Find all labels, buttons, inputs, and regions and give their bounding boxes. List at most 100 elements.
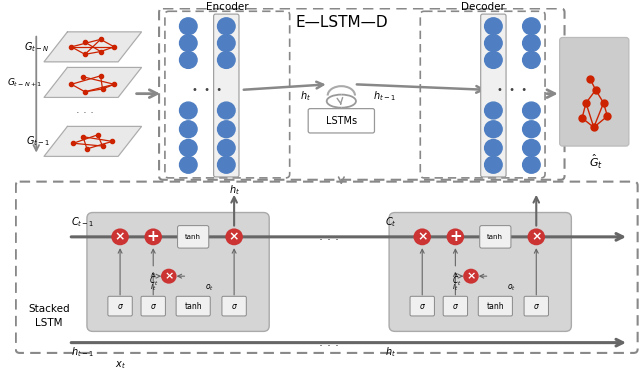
Text: Encoder: Encoder <box>206 2 248 12</box>
Text: $x_t$: $x_t$ <box>115 359 125 371</box>
FancyBboxPatch shape <box>87 212 269 331</box>
Circle shape <box>523 156 540 173</box>
Text: ×: × <box>164 271 173 281</box>
Text: ×: × <box>531 230 541 243</box>
Circle shape <box>523 102 540 119</box>
Text: $i_t$: $i_t$ <box>150 280 156 293</box>
Text: $G_{t-N+1}$: $G_{t-N+1}$ <box>7 76 42 89</box>
Text: ×: × <box>417 230 428 243</box>
FancyBboxPatch shape <box>478 296 513 316</box>
Text: $\sigma$: $\sigma$ <box>532 302 540 311</box>
Text: +: + <box>449 230 461 244</box>
Polygon shape <box>44 67 141 97</box>
FancyBboxPatch shape <box>443 296 468 316</box>
Circle shape <box>218 52 235 68</box>
FancyBboxPatch shape <box>222 296 246 316</box>
Circle shape <box>225 228 243 245</box>
FancyBboxPatch shape <box>481 14 506 177</box>
FancyBboxPatch shape <box>176 296 210 316</box>
Text: $h_t$: $h_t$ <box>385 346 396 359</box>
Circle shape <box>523 121 540 138</box>
Circle shape <box>218 156 235 173</box>
Text: $\sigma$: $\sigma$ <box>150 302 157 311</box>
Text: ×: × <box>467 271 476 281</box>
Circle shape <box>413 228 431 245</box>
Circle shape <box>180 156 197 173</box>
FancyBboxPatch shape <box>108 296 132 316</box>
Circle shape <box>180 140 197 156</box>
Text: $h_t$: $h_t$ <box>228 183 239 197</box>
FancyBboxPatch shape <box>559 38 629 146</box>
Text: . . .: . . . <box>76 106 94 115</box>
FancyBboxPatch shape <box>410 296 435 316</box>
Text: LSTMs: LSTMs <box>326 116 357 126</box>
Circle shape <box>523 52 540 68</box>
Text: $\sigma$: $\sigma$ <box>116 302 124 311</box>
Text: tanh: tanh <box>487 234 503 240</box>
FancyBboxPatch shape <box>16 182 637 353</box>
Text: •  •  •: • • • <box>192 85 222 95</box>
Circle shape <box>484 121 502 138</box>
Text: Stacked
LSTM: Stacked LSTM <box>28 304 70 328</box>
Circle shape <box>484 140 502 156</box>
Text: $G_{t-1}$: $G_{t-1}$ <box>26 135 50 148</box>
FancyBboxPatch shape <box>165 11 290 178</box>
FancyBboxPatch shape <box>420 11 545 178</box>
FancyBboxPatch shape <box>214 14 239 177</box>
Circle shape <box>218 35 235 52</box>
FancyBboxPatch shape <box>141 296 165 316</box>
Circle shape <box>523 18 540 35</box>
Circle shape <box>331 65 352 85</box>
Circle shape <box>484 102 502 119</box>
Circle shape <box>180 52 197 68</box>
Circle shape <box>484 52 502 68</box>
Circle shape <box>180 35 197 52</box>
Polygon shape <box>44 32 141 62</box>
Text: . . .: . . . <box>319 230 339 243</box>
Text: $G_{t-N}$: $G_{t-N}$ <box>24 40 50 54</box>
FancyBboxPatch shape <box>480 226 511 248</box>
Circle shape <box>447 228 464 245</box>
Text: . . .: . . . <box>319 336 339 349</box>
Circle shape <box>218 121 235 138</box>
Circle shape <box>523 140 540 156</box>
Text: $o_t$: $o_t$ <box>508 282 516 293</box>
Circle shape <box>523 35 540 52</box>
Circle shape <box>463 269 479 284</box>
Text: $\sigma$: $\sigma$ <box>230 302 237 311</box>
Text: tanh: tanh <box>486 302 504 311</box>
Text: $h_{t-1}$: $h_{t-1}$ <box>71 346 94 359</box>
Text: tanh: tanh <box>184 302 202 311</box>
Circle shape <box>484 35 502 52</box>
FancyBboxPatch shape <box>159 9 564 180</box>
Circle shape <box>180 102 197 119</box>
Circle shape <box>161 269 177 284</box>
FancyBboxPatch shape <box>177 226 209 248</box>
Circle shape <box>527 228 545 245</box>
Text: $\tilde{C}_t$: $\tilde{C}_t$ <box>149 273 159 288</box>
Text: E—LSTM—D: E—LSTM—D <box>295 15 388 30</box>
Text: •  •  •: • • • <box>497 85 527 95</box>
Text: Decoder: Decoder <box>461 2 504 12</box>
Text: $h_t$: $h_t$ <box>300 90 311 103</box>
Circle shape <box>180 121 197 138</box>
Circle shape <box>145 228 162 245</box>
Text: +: + <box>147 230 159 244</box>
Circle shape <box>218 102 235 119</box>
Circle shape <box>218 18 235 35</box>
Circle shape <box>180 18 197 35</box>
FancyBboxPatch shape <box>308 109 374 133</box>
Polygon shape <box>44 126 141 156</box>
FancyBboxPatch shape <box>524 296 548 316</box>
Circle shape <box>484 18 502 35</box>
Text: $C_{t-1}$: $C_{t-1}$ <box>71 215 95 230</box>
Text: ×: × <box>115 230 125 243</box>
Text: $\tilde{C}_t$: $\tilde{C}_t$ <box>452 273 461 288</box>
Circle shape <box>484 156 502 173</box>
Text: ×: × <box>229 230 239 243</box>
Text: $\hat{G}_t$: $\hat{G}_t$ <box>589 153 603 171</box>
Text: $o_t$: $o_t$ <box>205 282 214 293</box>
Text: $\sigma$: $\sigma$ <box>419 302 426 311</box>
Text: tanh: tanh <box>185 234 201 240</box>
Circle shape <box>111 228 129 245</box>
